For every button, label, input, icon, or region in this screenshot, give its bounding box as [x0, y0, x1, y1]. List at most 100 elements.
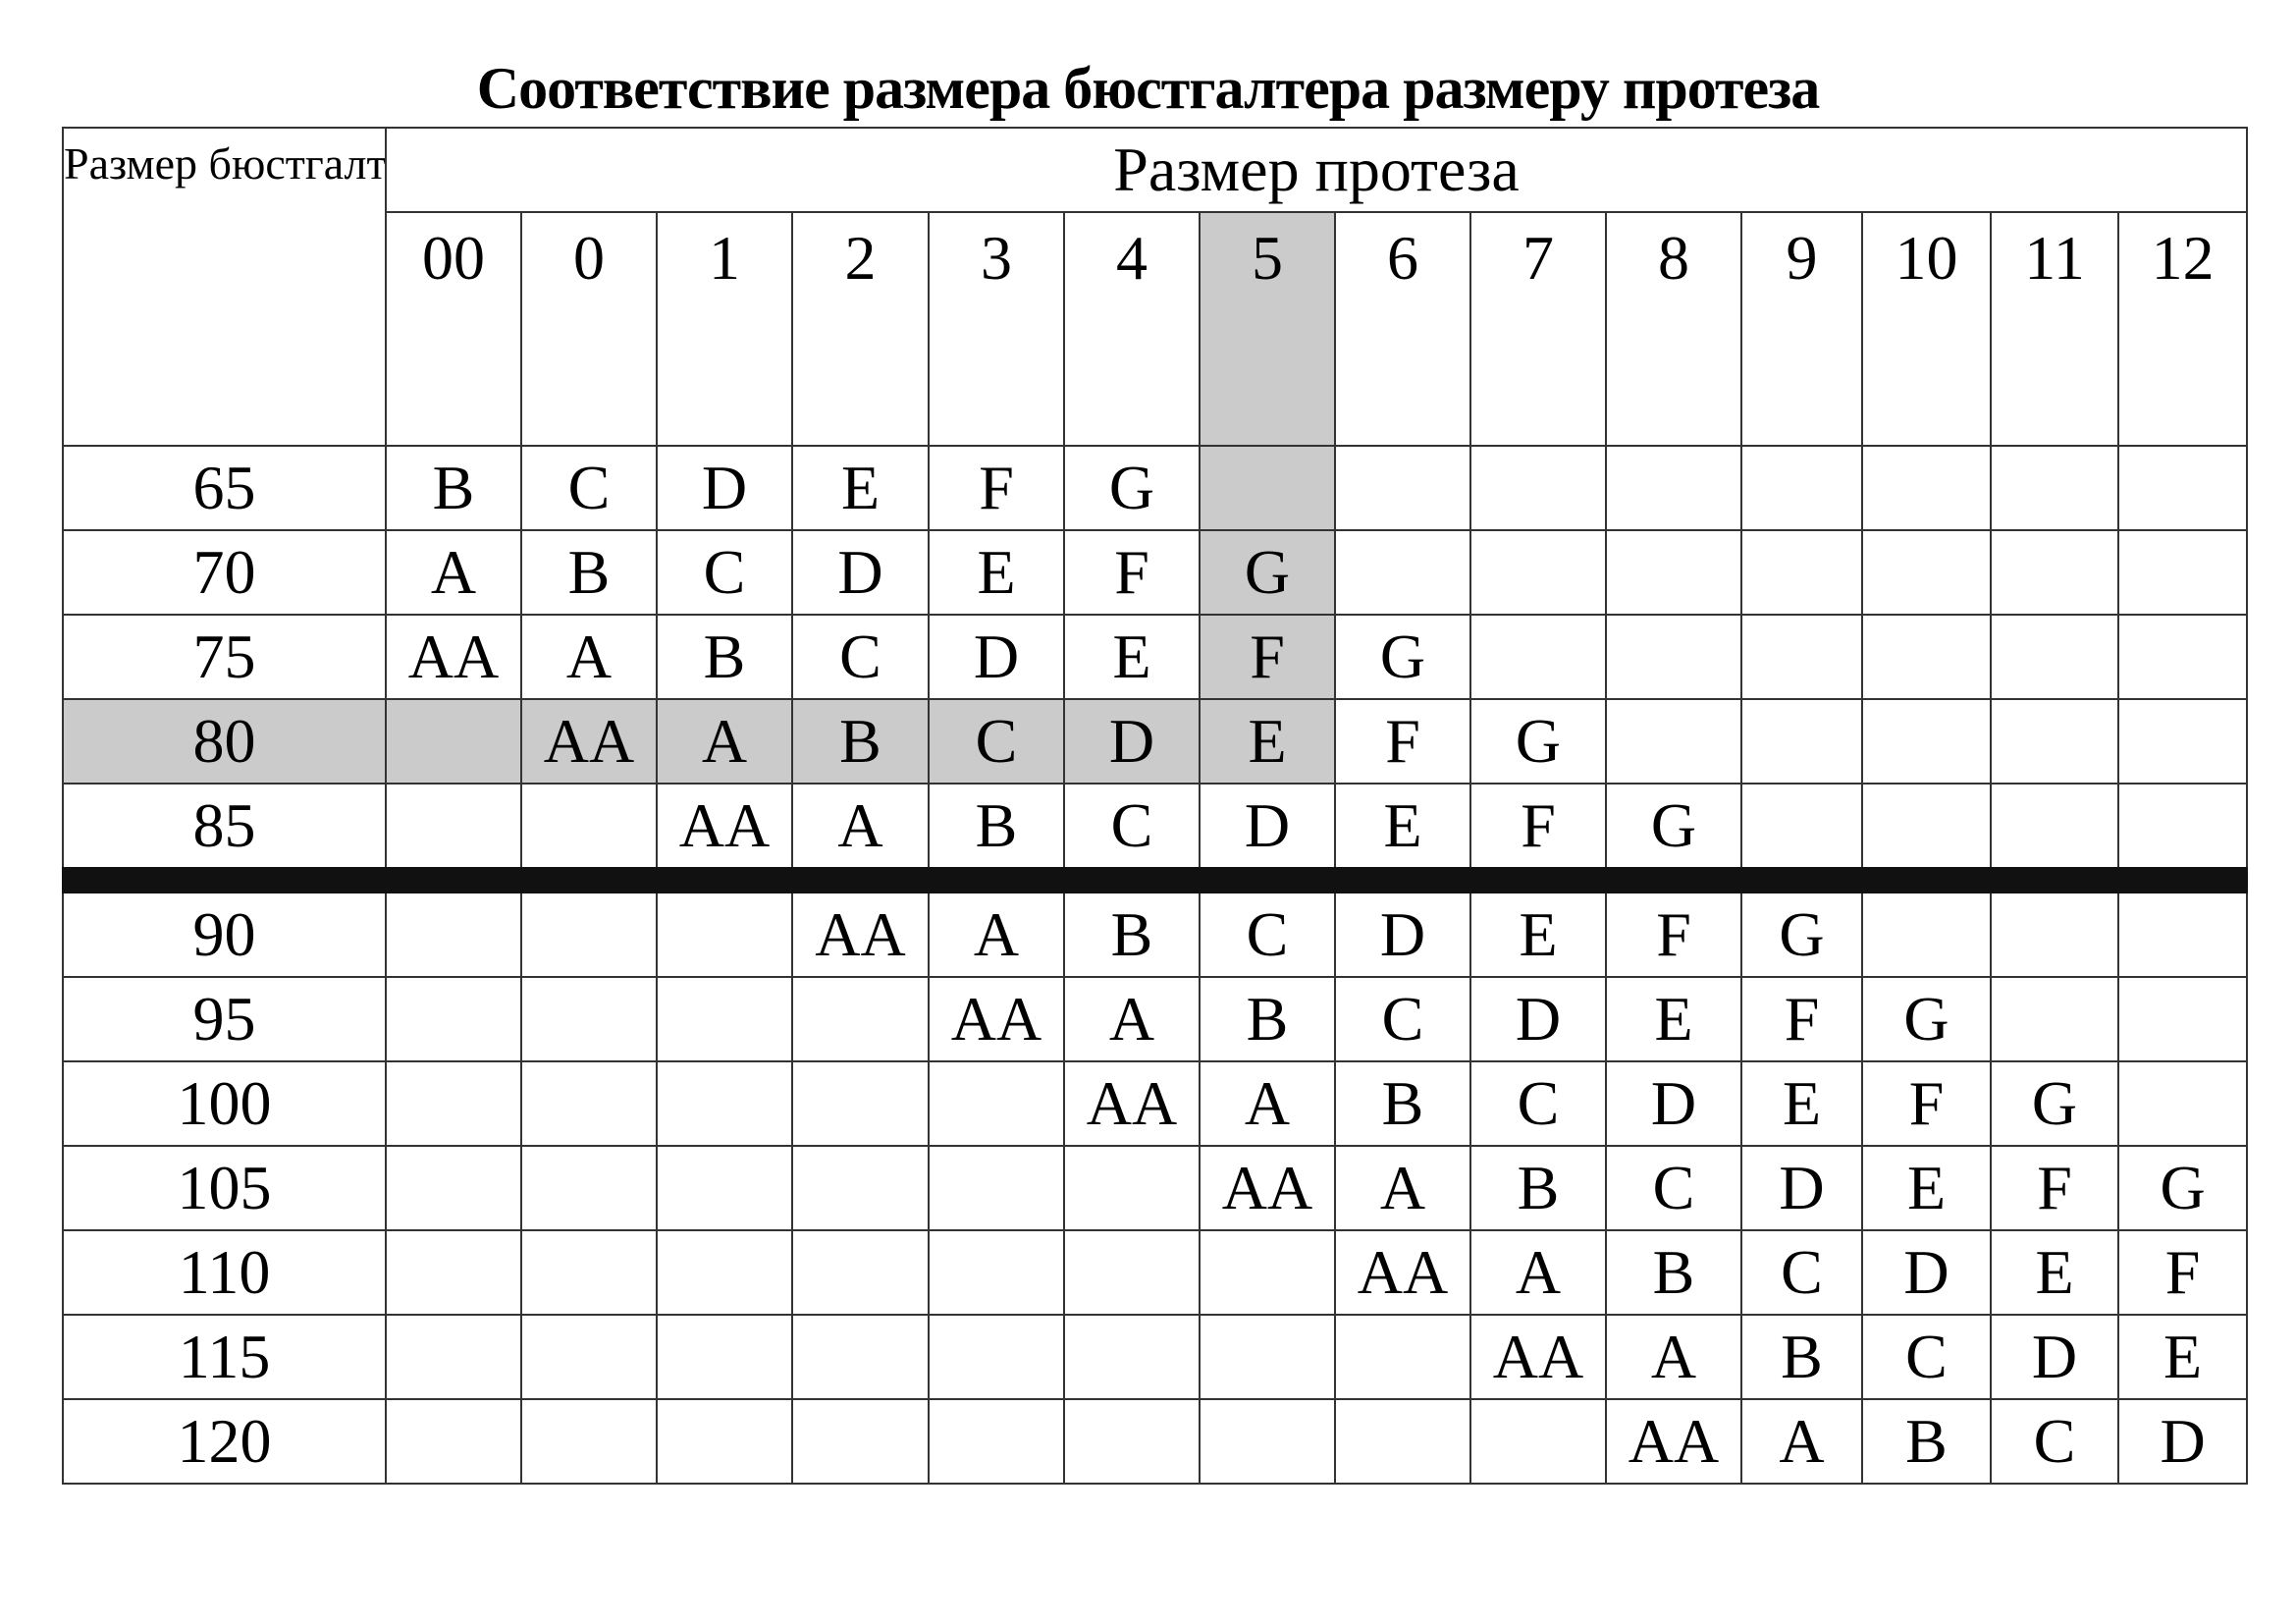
cup-size-cell: E	[1334, 783, 1471, 893]
cup-size-cell: D	[1740, 1145, 1863, 1231]
column-header-12: 12	[2116, 211, 2249, 447]
cup-size-cell: E	[1990, 1229, 2119, 1316]
cup-size-cell: C	[1990, 1398, 2119, 1485]
cup-size-cell: C	[1605, 1145, 1742, 1231]
cup-size-cell: G	[1861, 976, 1992, 1062]
cup-size-cell: D	[2116, 1398, 2249, 1485]
cup-size-cell: C	[1740, 1229, 1863, 1316]
cup-size-cell: D	[928, 614, 1065, 700]
cup-size-cell: B	[1740, 1314, 1863, 1400]
cup-size-cell	[656, 1398, 793, 1485]
cup-size-cell: A	[385, 529, 522, 616]
cup-size-cell	[2116, 976, 2249, 1062]
cup-size-cell: E	[2116, 1314, 2249, 1400]
cup-size-cell	[1469, 1398, 1607, 1485]
cup-size-cell	[656, 1060, 793, 1147]
cup-size-cell	[1990, 698, 2119, 785]
column-header-1: 1	[656, 211, 793, 447]
cup-size-cell: F	[1334, 698, 1471, 785]
cup-size-cell: B	[928, 783, 1065, 893]
cup-size-cell	[385, 976, 522, 1062]
cup-size-cell: D	[1861, 1229, 1992, 1316]
cup-size-cell	[1740, 698, 1863, 785]
cup-size-cell: B	[1334, 1060, 1471, 1147]
size-table: Размер бюстгалтера по обхвату под грудью…	[62, 127, 2249, 1485]
cup-size-cell	[656, 879, 793, 978]
cup-size-cell: AA	[656, 783, 793, 893]
cup-size-cell	[1199, 1314, 1336, 1400]
cup-size-cell	[385, 1145, 522, 1231]
cup-size-cell: B	[791, 698, 930, 785]
table-row: 95 AA A B C D E F G	[62, 976, 2249, 1062]
table-row: 110 AA A B C D E F	[62, 1229, 2249, 1316]
cup-size-cell	[791, 1145, 930, 1231]
cup-size-cell	[791, 1229, 930, 1316]
cup-size-cell: A	[928, 879, 1065, 978]
cup-size-cell: AA	[385, 614, 522, 700]
cup-size-cell	[1334, 1398, 1471, 1485]
cup-size-cell	[791, 1060, 930, 1147]
cup-size-cell: B	[385, 445, 522, 531]
cup-size-cell: A	[1605, 1314, 1742, 1400]
band-size-cell: 80	[62, 698, 387, 785]
band-size-cell: 85	[62, 783, 387, 893]
cup-size-cell	[1990, 976, 2119, 1062]
cup-size-cell	[1861, 614, 1992, 700]
cup-size-cell: F	[1990, 1145, 2119, 1231]
cup-size-cell	[1990, 445, 2119, 531]
cup-size-cell	[1469, 614, 1607, 700]
cup-size-cell: F	[1861, 1060, 1992, 1147]
band-size-cell: 115	[62, 1314, 387, 1400]
column-header-00: 00	[385, 211, 522, 447]
cup-size-cell	[656, 1145, 793, 1231]
cup-size-cell: AA	[791, 879, 930, 978]
cup-size-cell	[1605, 698, 1742, 785]
column-header-11: 11	[1990, 211, 2119, 447]
table-row: 85 AA A B C D E F G	[62, 783, 2249, 893]
cup-size-cell	[1605, 445, 1742, 531]
cup-size-cell: F	[1740, 976, 1863, 1062]
table-row: 75 AA A B C D E F G	[62, 614, 2249, 700]
cup-size-cell: G	[1199, 529, 1336, 616]
cup-size-cell: G	[1605, 783, 1742, 893]
table-row: 115 AA A B C D E	[62, 1314, 2249, 1400]
cup-size-cell: B	[1199, 976, 1336, 1062]
cup-size-cell	[385, 1229, 522, 1316]
cup-size-cell	[385, 1398, 522, 1485]
cup-size-cell	[1469, 445, 1607, 531]
cup-size-cell	[2116, 614, 2249, 700]
cup-size-cell: E	[1199, 698, 1336, 785]
column-header-10: 10	[1861, 211, 1992, 447]
cup-size-cell: AA	[520, 698, 658, 785]
cup-size-cell: D	[656, 445, 793, 531]
cup-size-cell: B	[656, 614, 793, 700]
cup-size-cell: F	[928, 445, 1065, 531]
band-size-cell: 75	[62, 614, 387, 700]
cup-size-cell	[1861, 698, 1992, 785]
table-row: 120 AA A B C D	[62, 1398, 2249, 1485]
cup-size-cell	[1990, 529, 2119, 616]
cup-size-cell: AA	[1334, 1229, 1471, 1316]
cup-size-cell: B	[1861, 1398, 1992, 1485]
cup-size-cell: A	[1063, 976, 1201, 1062]
cup-size-cell	[520, 976, 658, 1062]
cup-size-cell	[520, 1145, 658, 1231]
cup-size-cell: G	[1740, 879, 1863, 978]
cup-size-cell: G	[1990, 1060, 2119, 1147]
cup-size-cell: G	[1469, 698, 1607, 785]
cup-size-cell: D	[1063, 698, 1201, 785]
cup-size-cell: AA	[1469, 1314, 1607, 1400]
cup-size-cell	[1605, 529, 1742, 616]
column-header-7: 7	[1469, 211, 1607, 447]
cup-size-cell	[1199, 1229, 1336, 1316]
cup-size-cell	[2116, 1060, 2249, 1147]
cup-size-cell	[1334, 529, 1471, 616]
cup-size-cell: AA	[1063, 1060, 1201, 1147]
cup-size-cell	[1199, 445, 1336, 531]
cup-size-cell	[1990, 783, 2119, 893]
cup-size-cell: C	[928, 698, 1065, 785]
cup-size-cell: E	[1861, 1145, 1992, 1231]
cup-size-cell	[1990, 879, 2119, 978]
cup-size-cell: C	[1861, 1314, 1992, 1400]
column-header-0: 0	[520, 211, 658, 447]
